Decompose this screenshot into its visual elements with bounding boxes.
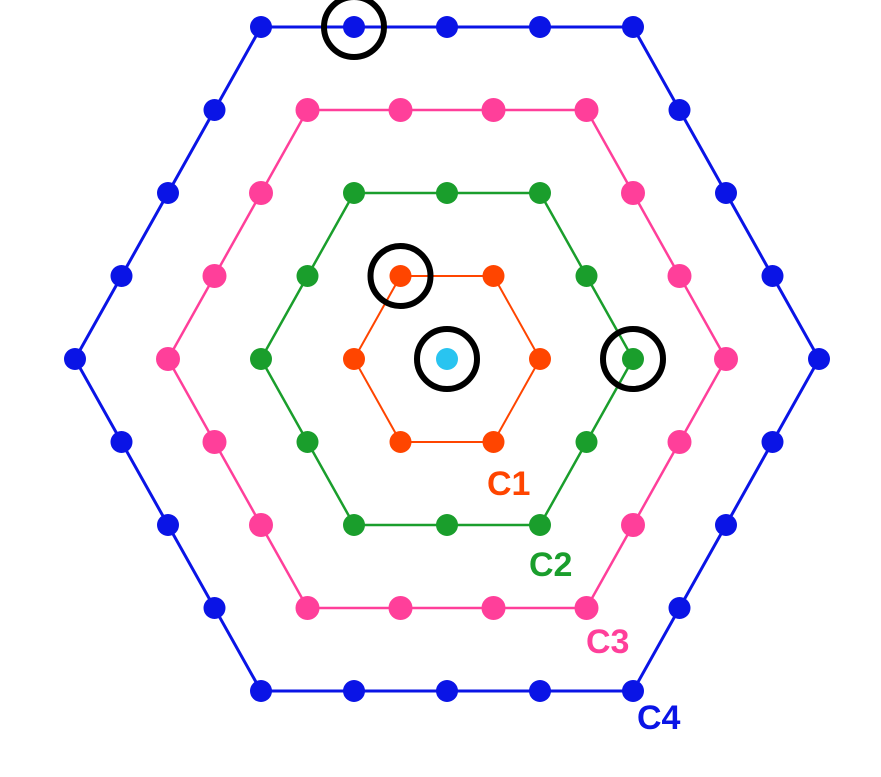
lattice-point-c2-vertex-upper-right	[529, 182, 551, 204]
highlight-circle-c2	[600, 326, 666, 392]
lattice-point-c2-vertex-lower-right	[529, 514, 551, 536]
lattice-point-c4-vertex-upper-left	[250, 16, 272, 38]
lattice-point-c1-vertex-upper-left	[389, 265, 412, 287]
ring-c4	[64, 16, 830, 702]
lattice-point-c2-edge-bottom-1	[436, 514, 458, 536]
lattice-point-c3-edge-lower-right-2	[621, 513, 645, 537]
ring-c2	[250, 182, 644, 536]
lattice-point-c3-vertex-upper-left	[295, 98, 320, 122]
center-point	[436, 348, 458, 370]
lattice-point-c3-edge-upper-right-1	[621, 181, 645, 205]
lattice-point-c3-edge-top-2	[481, 98, 506, 122]
highlight-circle-center	[414, 326, 480, 392]
lattice-point-c3-vertex-upper-right	[574, 98, 599, 122]
highlight-circle-c1	[367, 243, 434, 309]
lattice-point-c4-vertex-right	[808, 348, 830, 370]
lattice-point-c4-edge-upper-left-2	[157, 182, 179, 204]
lattice-point-c3-edge-upper-left-1	[202, 264, 227, 288]
lattice-point-c4-edge-bottom-3	[343, 680, 365, 702]
lattice-point-c1-vertex-lower-right	[482, 431, 505, 453]
lattice-point-c3-vertex-left	[156, 347, 180, 371]
lattice-point-c3-edge-top-1	[388, 98, 413, 122]
ring-c1	[343, 265, 551, 453]
lattice-point-c3-edge-lower-left-1	[249, 513, 273, 537]
lattice-point-c4-edge-lower-right-2	[715, 514, 737, 536]
lattice-point-c1-vertex-lower-left	[389, 431, 412, 453]
lattice-point-c3-edge-lower-left-2	[202, 430, 227, 454]
lattice-point-c4-edge-lower-left-2	[157, 514, 179, 536]
lattice-point-c1-vertex-left	[343, 348, 365, 370]
lattice-point-c4-edge-upper-left-3	[203, 99, 226, 121]
lattice-point-c2-edge-lower-right-1	[575, 431, 598, 453]
lattice-point-c1-vertex-right	[529, 348, 551, 370]
ring-label-c1: C1	[487, 465, 531, 503]
lattice-point-c4-edge-upper-right-2	[715, 182, 737, 204]
lattice-point-c4-edge-lower-left-3	[110, 431, 133, 453]
lattice-point-c4-edge-lower-right-1	[761, 431, 784, 453]
lattice-point-c4-edge-lower-right-3	[668, 597, 691, 619]
ring-label-c2: C2	[529, 546, 573, 584]
ring-label-c4: C4	[637, 699, 681, 737]
lattice-point-c3-edge-bottom-1	[481, 596, 506, 620]
lattice-point-c3-edge-upper-right-2	[667, 264, 692, 288]
lattice-point-c4-edge-top-1	[343, 16, 365, 38]
lattice-point-c2-edge-upper-right-1	[575, 265, 598, 287]
lattice-point-c4-vertex-lower-left	[250, 680, 272, 702]
lattice-point-c2-edge-top-1	[436, 182, 458, 204]
lattice-point-c2-vertex-lower-left	[343, 514, 365, 536]
lattice-point-c4-vertex-lower-right	[622, 680, 644, 702]
lattice-point-c2-edge-lower-left-1	[296, 431, 319, 453]
lattice-point-c3-vertex-lower-left	[295, 596, 320, 620]
lattice-point-c4-vertex-left	[64, 348, 86, 370]
lattice-point-c4-edge-upper-right-3	[761, 265, 784, 287]
lattice-point-c3-edge-upper-left-2	[249, 181, 273, 205]
highlight-circle-c4	[321, 0, 387, 60]
lattice-point-c4-edge-upper-left-1	[110, 265, 133, 287]
lattice-point-c2-vertex-right	[622, 348, 644, 370]
lattice-point-c2-vertex-left	[250, 348, 272, 370]
ring-c3	[156, 98, 738, 620]
lattice-point-c3-vertex-right	[714, 347, 738, 371]
lattice-point-c2-vertex-upper-left	[343, 182, 365, 204]
lattice-point-c3-vertex-lower-right	[574, 596, 599, 620]
lattice-point-c1-vertex-upper-right	[482, 265, 505, 287]
lattice-point-c3-edge-lower-right-1	[667, 430, 692, 454]
lattice-point-c4-vertex-upper-right	[622, 16, 644, 38]
lattice-point-c4-edge-lower-left-1	[203, 597, 226, 619]
lattice-point-c3-edge-bottom-2	[388, 596, 413, 620]
lattice-point-c4-edge-bottom-2	[436, 680, 458, 702]
ring-label-c3: C3	[586, 623, 630, 661]
lattice-point-c2-edge-upper-left-1	[296, 265, 319, 287]
lattice-point-c4-edge-bottom-1	[529, 680, 551, 702]
lattice-point-c4-edge-top-2	[436, 16, 458, 38]
lattice-point-c4-edge-top-3	[529, 16, 551, 38]
lattice-point-c4-edge-upper-right-1	[668, 99, 691, 121]
